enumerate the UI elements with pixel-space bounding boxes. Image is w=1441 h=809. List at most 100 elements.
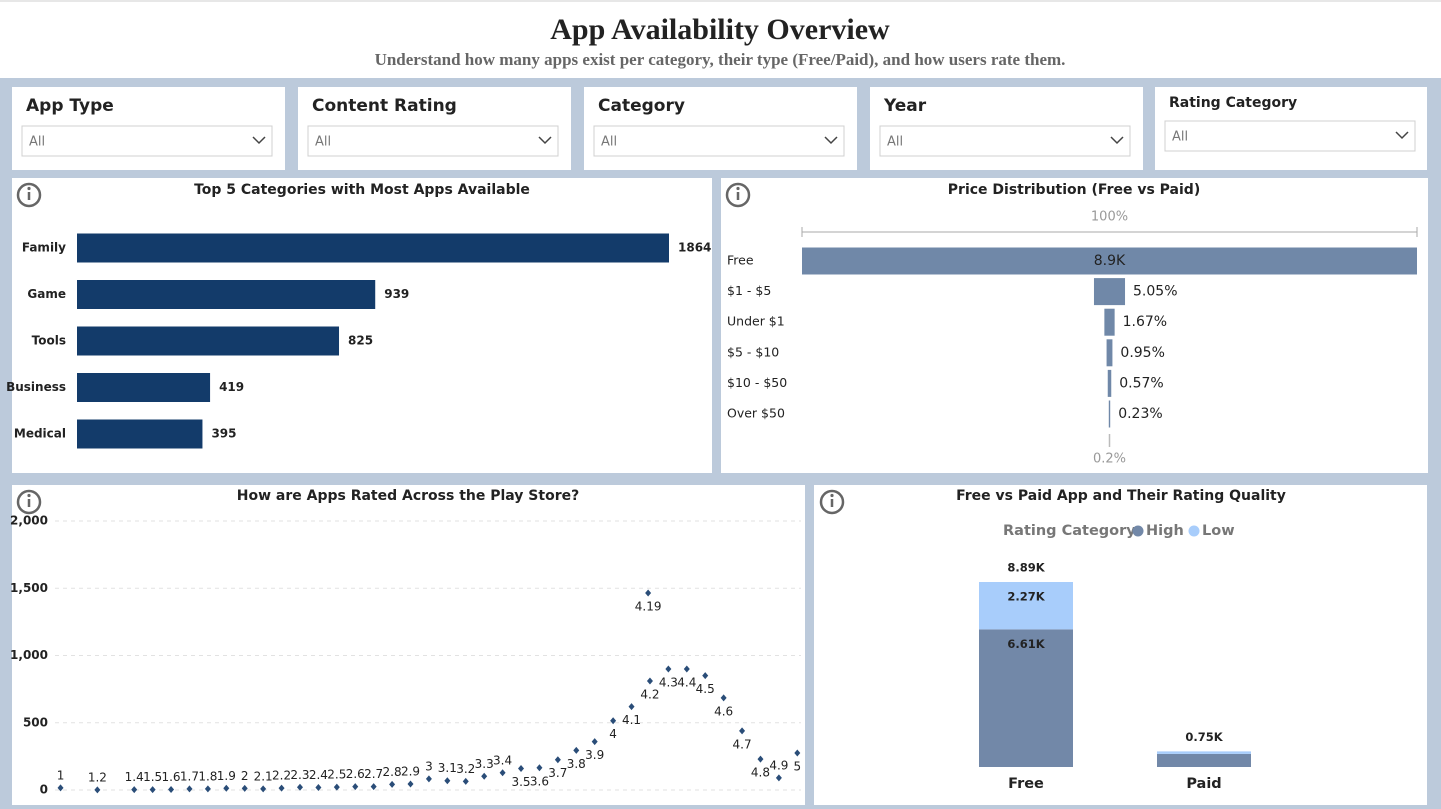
- point: [94, 786, 101, 794]
- point: [665, 665, 672, 673]
- point: [223, 784, 230, 792]
- point: [315, 783, 322, 791]
- point-label: 3.3: [475, 757, 494, 771]
- legend-label: High: [1146, 523, 1184, 539]
- point: [573, 746, 580, 754]
- x-tick-label: Free: [1008, 776, 1044, 792]
- legend-title: Rating Category: [1003, 523, 1136, 539]
- dropdown-chevron: [538, 136, 552, 145]
- point: [149, 786, 156, 794]
- point-label: 4.7: [733, 737, 752, 751]
- data-label: 0.57%: [1119, 375, 1163, 391]
- category-label: Medical: [14, 427, 66, 441]
- point-label: 1.5: [143, 770, 162, 784]
- data-label: 2.27K: [1007, 590, 1045, 604]
- point-label: 1: [57, 768, 65, 782]
- point-label: 4: [609, 727, 617, 741]
- point: [683, 665, 690, 673]
- filter-label: Rating Category: [1169, 95, 1297, 111]
- point: [370, 783, 377, 791]
- point-label: 1.2: [88, 770, 107, 784]
- filter-label: Year: [883, 96, 927, 116]
- bar: [77, 280, 376, 309]
- filter-value: All: [315, 135, 331, 150]
- point-label: 2.9: [401, 764, 420, 778]
- funnel-top-label: 100%: [1091, 210, 1128, 225]
- chart-title: Free vs Paid App and Their Rating Qualit…: [956, 488, 1286, 504]
- data-label: 8.9K: [1094, 253, 1126, 269]
- point-label: 2.5: [327, 768, 346, 782]
- data-label: 0.23%: [1118, 406, 1162, 422]
- data-label: 0.95%: [1120, 345, 1164, 361]
- filter-label: Content Rating: [312, 96, 457, 116]
- page-title: App Availability Overview: [550, 13, 890, 46]
- data-label: 1864: [678, 241, 711, 255]
- y-tick-label: 1,500: [10, 581, 48, 595]
- y-tick-label: 2,000: [10, 514, 48, 528]
- data-label: 5.05%: [1133, 284, 1177, 300]
- point-label: 4.5: [696, 682, 715, 696]
- category-label: Business: [6, 380, 66, 394]
- funnel-bar: [802, 247, 1417, 275]
- category-label: $1 - $5: [727, 283, 771, 298]
- filter-dropdown[interactable]: [1164, 120, 1416, 152]
- filter-dropdown[interactable]: [879, 125, 1131, 157]
- category-label: Family: [22, 241, 66, 255]
- point: [186, 785, 193, 793]
- point-label: 4.6: [714, 704, 733, 718]
- point: [591, 738, 598, 746]
- point-label: 2: [241, 769, 249, 783]
- point-label: 3.7: [548, 766, 567, 780]
- filter-dropdown[interactable]: [21, 125, 273, 157]
- funnel-bottom-label: 0.2%: [1093, 452, 1126, 467]
- point: [775, 774, 782, 782]
- data-label: 939: [384, 287, 409, 301]
- filter-dropdown[interactable]: [307, 125, 559, 157]
- point: [536, 764, 543, 772]
- point-label: 4.2: [640, 688, 659, 702]
- chart-title: Top 5 Categories with Most Apps Availabl…: [194, 182, 530, 198]
- point-label: 3.4: [493, 753, 512, 767]
- panel: [814, 485, 1427, 805]
- chart-title: How are Apps Rated Across the Play Store…: [237, 488, 579, 504]
- point-label: 3.6: [530, 774, 549, 788]
- point: [646, 677, 653, 685]
- bar: [77, 419, 203, 449]
- x-tick-label: Paid: [1186, 776, 1221, 792]
- point-label: 3: [425, 759, 433, 773]
- filter-dropdown[interactable]: [593, 125, 845, 157]
- point: [260, 785, 267, 793]
- bar: [77, 233, 669, 263]
- bar: [77, 326, 340, 356]
- point: [333, 783, 340, 791]
- y-tick-label: 500: [23, 715, 48, 729]
- filter-label: Category: [598, 96, 685, 116]
- point: [757, 755, 764, 763]
- point: [499, 769, 506, 777]
- page-subtitle: Understand how many apps exist per categ…: [375, 50, 1066, 69]
- filter-value: All: [887, 135, 903, 150]
- point: [278, 784, 285, 792]
- total-label: 8.89K: [1007, 561, 1045, 575]
- panel: [12, 485, 805, 805]
- point-label: 3.5: [511, 775, 530, 789]
- point-label: 2.7: [364, 767, 383, 781]
- data-label: 419: [219, 380, 244, 394]
- point: [518, 764, 525, 772]
- data-label: 6.61K: [1007, 637, 1045, 651]
- category-label: Game: [27, 287, 66, 301]
- point: [241, 784, 248, 792]
- y-tick-label: 1,000: [10, 648, 48, 662]
- point: [131, 786, 138, 794]
- bar-segment: [979, 582, 1073, 630]
- point-label: 3.8: [567, 757, 586, 771]
- category-label: $10 - $50: [727, 375, 787, 390]
- bar-segment: [1157, 753, 1251, 767]
- point: [794, 749, 801, 757]
- category-label: Tools: [32, 334, 66, 348]
- y-tick-label: 0: [40, 783, 48, 797]
- legend-marker: [1188, 525, 1200, 537]
- point: [57, 784, 64, 792]
- category-label: $5 - $10: [727, 344, 779, 359]
- funnel-bar: [1107, 369, 1112, 397]
